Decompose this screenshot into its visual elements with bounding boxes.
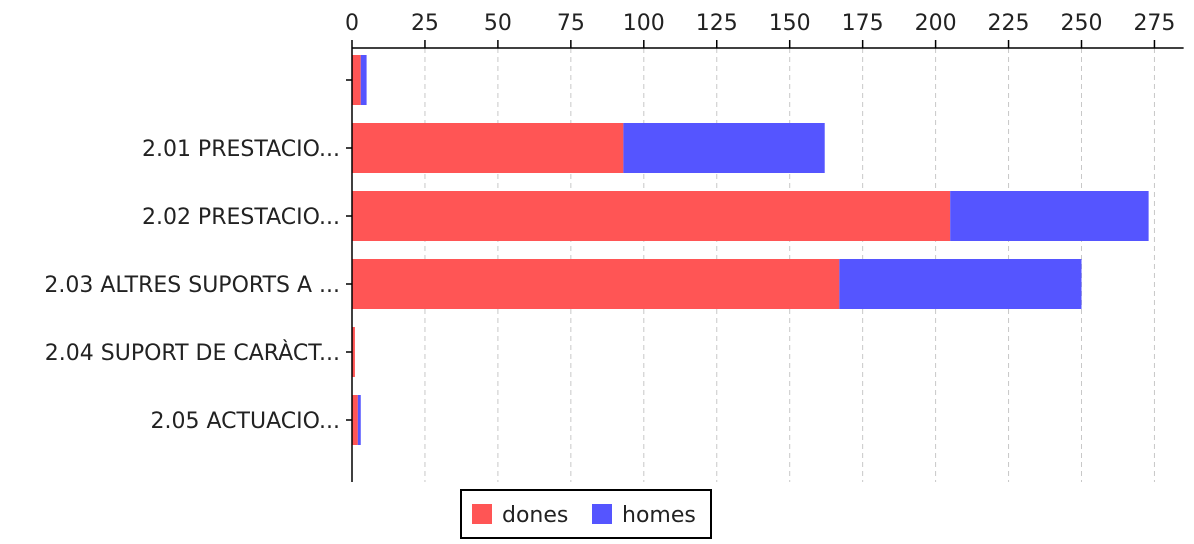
x-tick-label: 0 xyxy=(345,11,359,36)
y-axis: 2.01 PRESTACIO... 2.02 PRESTACIO... 2.03 A… xyxy=(44,48,353,482)
bar-dones xyxy=(352,191,951,241)
x-tick-label: 25 xyxy=(411,11,439,36)
x-axis: 0 25 50 75 100 125 150 175 200 225 250 275 xyxy=(345,11,1184,49)
bar-homes xyxy=(360,55,367,105)
x-tick-label: 75 xyxy=(557,11,585,36)
bar-dones xyxy=(352,259,840,309)
bar-homes xyxy=(839,259,1082,309)
legend-label-homes: homes xyxy=(622,503,696,528)
legend-label-dones: dones xyxy=(502,503,568,528)
category-label: 2.02 PRESTACIO... xyxy=(142,205,340,230)
x-tick-label: 250 xyxy=(1061,11,1103,36)
x-tick-label: 275 xyxy=(1133,11,1175,36)
bar-homes xyxy=(357,395,361,445)
category-label: 2.05 ACTUACIO... xyxy=(151,409,340,434)
x-tick-label: 50 xyxy=(484,11,512,36)
legend-box xyxy=(460,489,712,539)
bar-dones xyxy=(352,327,355,377)
legend-swatch-homes xyxy=(592,504,612,524)
category-label: 2.01 PRESTACIO... xyxy=(142,137,340,162)
x-tick-label: 125 xyxy=(696,11,738,36)
bar-dones xyxy=(352,395,358,445)
x-tick-label: 175 xyxy=(842,11,884,36)
bars xyxy=(352,55,1149,445)
x-tick-label: 150 xyxy=(769,11,811,36)
bar-dones xyxy=(352,123,624,173)
category-label: 2.03 ALTRES SUPORTS A ... xyxy=(44,273,340,298)
bar-homes xyxy=(950,191,1149,241)
bar-homes xyxy=(623,123,825,173)
legend: dones homes xyxy=(460,489,712,539)
x-tick-label: 200 xyxy=(915,11,957,36)
category-label: 2.04 SUPORT DE CARÀCT... xyxy=(45,340,340,366)
legend-swatch-dones xyxy=(472,504,492,524)
x-tick-label: 100 xyxy=(623,11,665,36)
x-tick-label: 225 xyxy=(988,11,1030,36)
bar-dones xyxy=(352,55,361,105)
